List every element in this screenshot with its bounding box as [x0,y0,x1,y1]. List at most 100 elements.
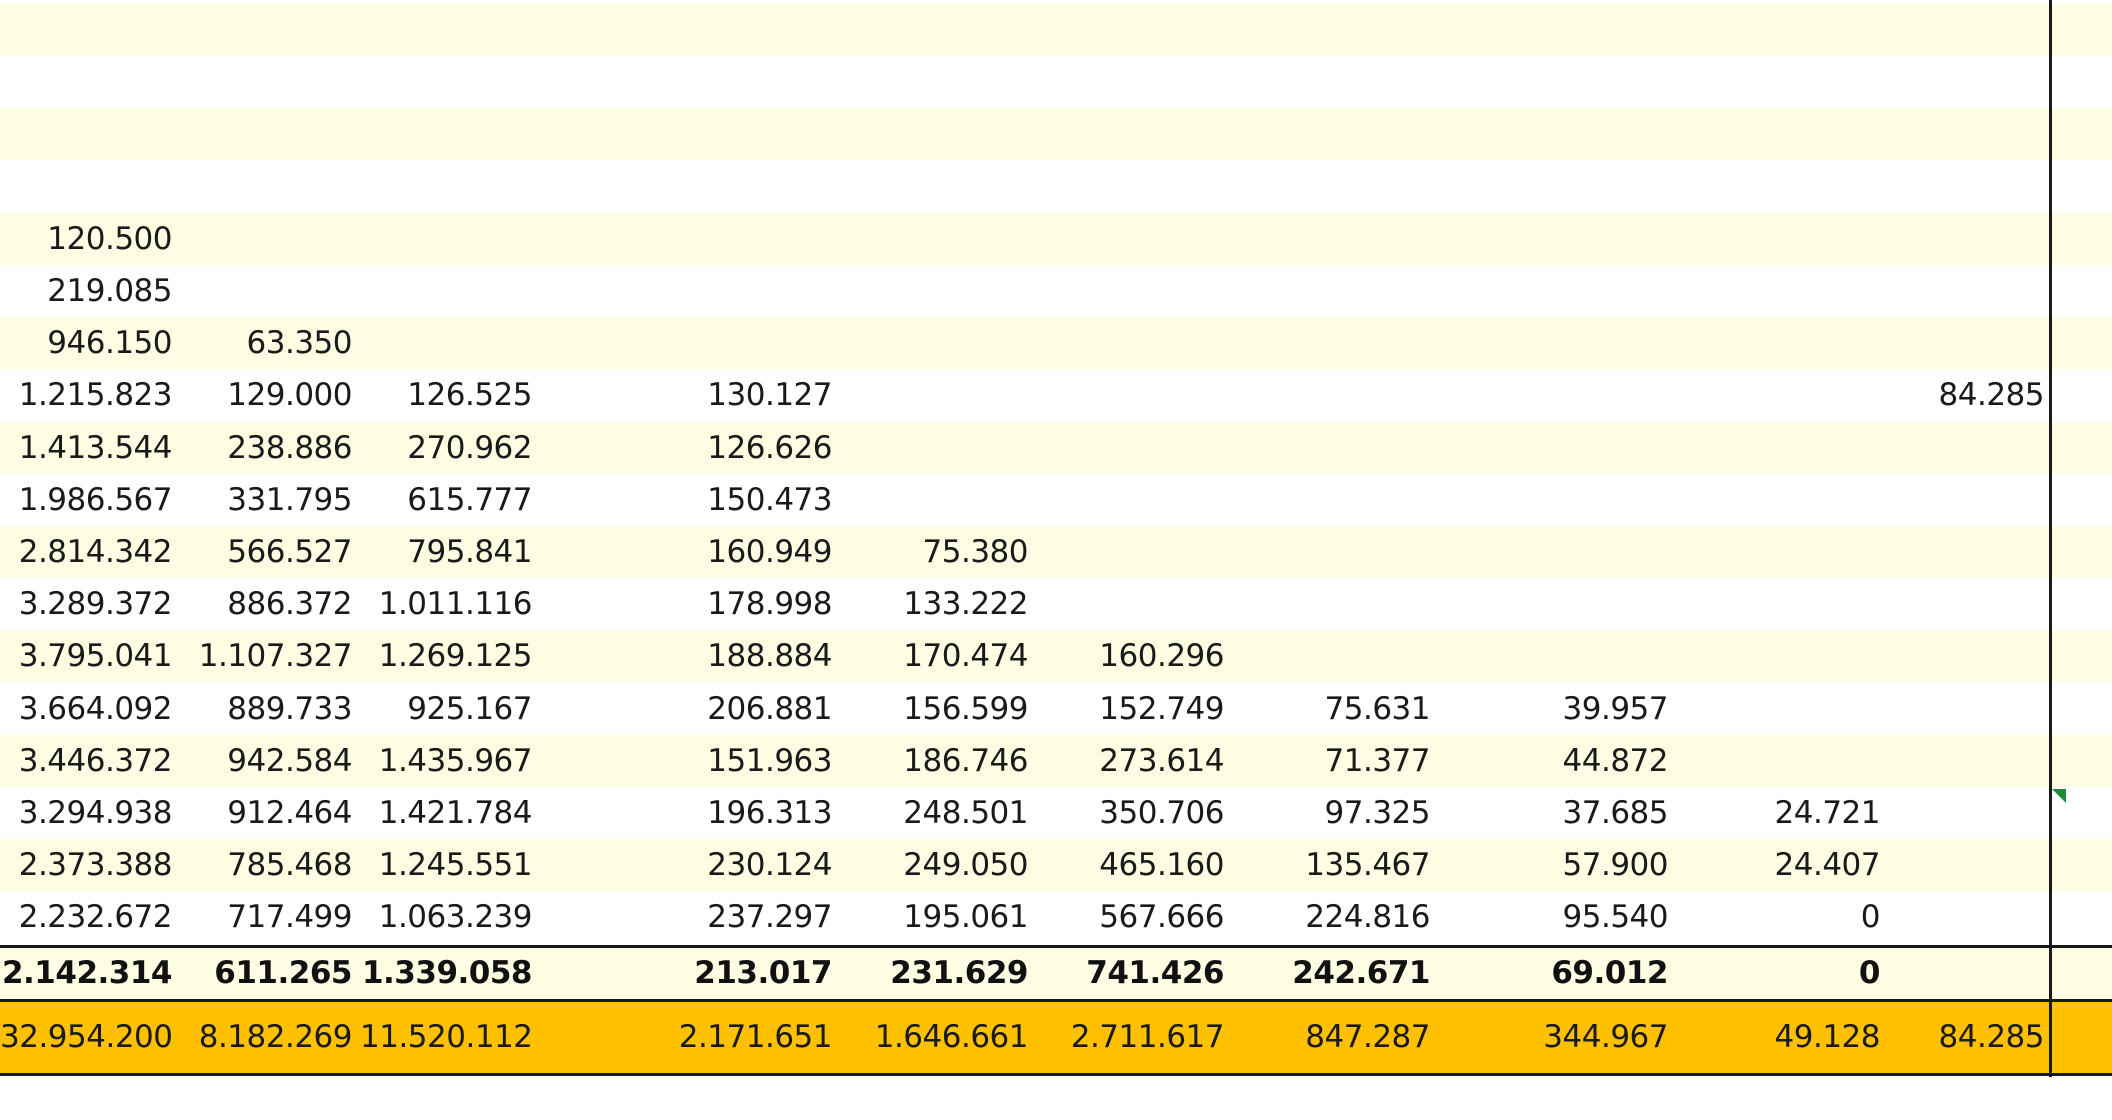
table-cell[interactable]: 2.142.314 [1,955,173,991]
table-cell[interactable]: 237.297 [707,899,832,936]
table-cell[interactable]: 150.473 [707,481,832,518]
table-cell[interactable]: 2.232.672 [18,899,173,936]
table-cell[interactable] [1890,474,2044,526]
table-cell[interactable] [1240,161,1430,213]
table-cell[interactable]: 32.954.200 [0,1019,173,1055]
table-cell[interactable] [1470,108,1668,160]
table-cell[interactable]: 889.733 [227,690,352,727]
table-cell[interactable]: 178.998 [707,586,832,623]
table-cell[interactable] [1240,4,1430,56]
table-cell[interactable] [1700,422,1880,474]
table-cell[interactable]: 24.721 [1774,795,1881,831]
table-cell[interactable]: 49.128 [1774,1019,1881,1055]
table-cell[interactable] [0,161,172,213]
table-cell[interactable] [1240,265,1430,317]
table-cell[interactable]: 567.666 [1099,899,1224,936]
table-cell[interactable]: 120.500 [47,220,172,257]
table-cell[interactable] [840,108,1028,160]
table-cell[interactable]: 2.373.388 [18,847,173,884]
table-cell[interactable] [1240,108,1430,160]
table-cell[interactable]: 3.289.372 [18,586,173,623]
table-cell[interactable] [1700,369,1880,421]
table-cell[interactable]: 160.949 [707,534,832,570]
table-cell[interactable]: 1.245.551 [378,847,533,884]
table-cell[interactable]: 465.160 [1099,847,1224,884]
table-cell[interactable] [360,213,532,265]
table-cell[interactable] [1470,4,1668,56]
table-cell[interactable] [1890,630,2044,682]
table-cell[interactable] [1240,369,1430,421]
table-cell[interactable]: 1.215.823 [18,377,173,414]
table-cell[interactable] [840,265,1028,317]
table-cell[interactable]: 63.350 [246,325,353,362]
table-cell[interactable]: 213.017 [694,955,832,991]
table-cell[interactable] [1470,161,1668,213]
table-cell[interactable] [1700,56,1880,108]
table-cell[interactable] [1890,787,2044,839]
table-cell[interactable]: 135.467 [1305,847,1430,884]
table-cell[interactable] [1470,369,1668,421]
table-cell[interactable]: 912.464 [227,795,352,831]
table-cell[interactable]: 1.413.544 [18,429,173,466]
table-cell[interactable]: 273.614 [1099,742,1224,779]
table-cell[interactable] [1700,683,1880,735]
table-cell[interactable] [1036,369,1224,421]
table-cell[interactable] [1470,422,1668,474]
table-cell[interactable] [1036,56,1224,108]
table-cell[interactable]: 785.468 [227,847,352,884]
table-cell[interactable]: 126.525 [407,377,532,414]
table-cell[interactable] [1036,161,1224,213]
table-cell[interactable]: 615.777 [407,481,532,518]
table-cell[interactable]: 331.795 [227,481,352,518]
table-cell[interactable]: 57.900 [1562,847,1669,884]
table-cell[interactable]: 1.421.784 [378,795,533,831]
table-cell[interactable] [360,265,532,317]
table-cell[interactable] [1470,317,1668,369]
table-cell[interactable]: 170.474 [903,638,1028,675]
table-cell[interactable]: 219.085 [47,273,172,309]
table-cell[interactable]: 8.182.269 [198,1019,353,1055]
table-cell[interactable]: 3.446.372 [18,742,173,779]
table-cell[interactable]: 152.749 [1099,690,1224,727]
table-cell[interactable] [360,108,532,160]
table-cell[interactable] [180,213,352,265]
table-cell[interactable]: 0 [1858,955,1881,991]
table-cell[interactable] [840,161,1028,213]
table-cell[interactable]: 71.377 [1324,742,1431,779]
table-cell[interactable] [1700,630,1880,682]
table-cell[interactable]: 160.296 [1099,638,1224,675]
table-cell[interactable] [1890,265,2044,317]
table-cell[interactable] [360,56,532,108]
table-cell[interactable] [1036,108,1224,160]
table-cell[interactable] [1036,213,1224,265]
table-cell[interactable] [840,317,1028,369]
table-cell[interactable] [1036,422,1224,474]
table-cell[interactable] [1470,265,1668,317]
table-cell[interactable] [180,161,352,213]
table-cell[interactable]: 350.706 [1099,795,1224,831]
table-cell[interactable]: 0 [1860,899,1881,936]
table-cell[interactable] [1890,839,2044,891]
table-cell[interactable] [0,56,172,108]
table-cell[interactable] [1240,422,1430,474]
table-cell[interactable]: 130.127 [707,377,832,414]
table-cell[interactable] [640,265,832,317]
table-cell[interactable]: 1.986.567 [18,481,173,518]
table-cell[interactable] [0,4,172,56]
table-cell[interactable]: 795.841 [407,534,532,570]
table-cell[interactable] [1240,56,1430,108]
table-cell[interactable] [840,422,1028,474]
table-cell[interactable]: 75.380 [922,534,1029,570]
table-cell[interactable] [1036,474,1224,526]
table-cell[interactable] [1240,630,1430,682]
table-cell[interactable] [1890,947,2044,999]
table-cell[interactable] [1700,578,1880,630]
table-cell[interactable] [1890,578,2044,630]
table-cell[interactable]: 1.339.058 [361,955,533,991]
table-cell[interactable]: 566.527 [227,534,352,570]
table-cell[interactable] [640,213,832,265]
table-cell[interactable] [1470,474,1668,526]
table-cell[interactable]: 249.050 [903,847,1028,884]
table-cell[interactable] [1700,4,1880,56]
table-cell[interactable]: 270.962 [407,429,532,466]
